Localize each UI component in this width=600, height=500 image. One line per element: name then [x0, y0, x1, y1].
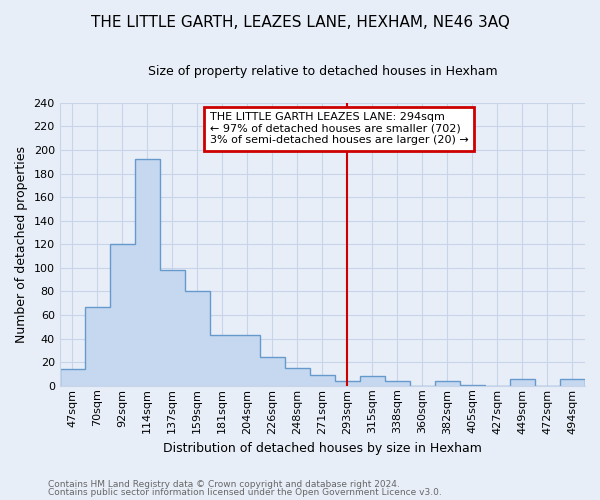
Text: Contains HM Land Registry data © Crown copyright and database right 2024.: Contains HM Land Registry data © Crown c… — [48, 480, 400, 489]
Text: THE LITTLE GARTH, LEAZES LANE, HEXHAM, NE46 3AQ: THE LITTLE GARTH, LEAZES LANE, HEXHAM, N… — [91, 15, 509, 30]
Y-axis label: Number of detached properties: Number of detached properties — [15, 146, 28, 343]
Text: THE LITTLE GARTH LEAZES LANE: 294sqm
← 97% of detached houses are smaller (702)
: THE LITTLE GARTH LEAZES LANE: 294sqm ← 9… — [210, 112, 469, 146]
X-axis label: Distribution of detached houses by size in Hexham: Distribution of detached houses by size … — [163, 442, 482, 455]
Title: Size of property relative to detached houses in Hexham: Size of property relative to detached ho… — [148, 65, 497, 78]
Text: Contains public sector information licensed under the Open Government Licence v3: Contains public sector information licen… — [48, 488, 442, 497]
